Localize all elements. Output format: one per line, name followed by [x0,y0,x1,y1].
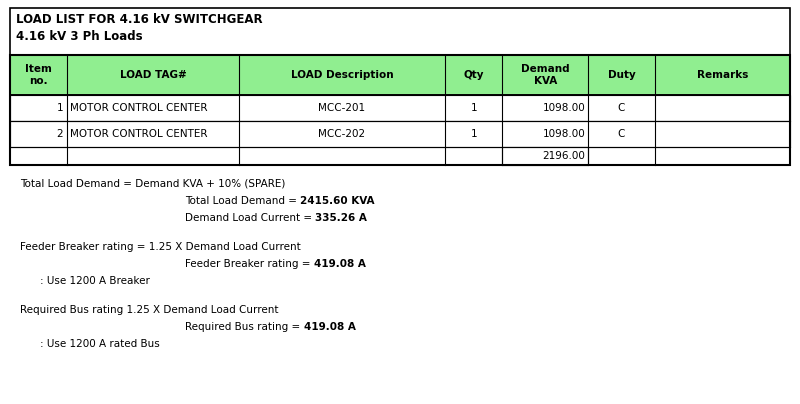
Bar [10,8,790,55]
Bar [10,55,790,95]
Text: Item
no.: Item no. [25,64,52,86]
Text: MCC-201: MCC-201 [318,103,366,113]
Text: Duty: Duty [607,70,635,80]
Text: 1: 1 [57,103,63,113]
Text: MCC-202: MCC-202 [318,129,366,139]
Text: 419.08 A: 419.08 A [314,259,366,269]
Text: 2196.00: 2196.00 [542,151,585,161]
Text: Remarks: Remarks [697,70,748,80]
Text: MOTOR CONTROL CENTER: MOTOR CONTROL CENTER [70,103,208,113]
Bar [502,147,588,165]
Text: 1: 1 [470,129,477,139]
Text: Required Bus rating =: Required Bus rating = [185,322,303,332]
Text: MOTOR CONTROL CENTER: MOTOR CONTROL CENTER [70,129,208,139]
Text: 1098.00: 1098.00 [542,129,585,139]
Text: 2: 2 [57,129,63,139]
Text: Required Bus rating 1.25 X Demand Load Current: Required Bus rating 1.25 X Demand Load C… [20,305,278,315]
Text: 1098.00: 1098.00 [542,103,585,113]
Text: C: C [618,129,625,139]
Text: Total Load Demand =: Total Load Demand = [185,196,300,206]
Text: LOAD Description: LOAD Description [290,70,394,80]
Bar [10,95,790,121]
Text: Feeder Breaker rating =: Feeder Breaker rating = [185,259,314,269]
Text: : Use 1200 A rated Bus: : Use 1200 A rated Bus [40,339,160,349]
Text: Total Load Demand = Demand KVA + 10% (SPARE): Total Load Demand = Demand KVA + 10% (SP… [20,179,286,189]
Text: LOAD LIST FOR 4.16 kV SWITCHGEAR: LOAD LIST FOR 4.16 kV SWITCHGEAR [16,13,262,26]
Text: 1: 1 [470,103,477,113]
Bar [10,55,790,165]
Text: Feeder Breaker rating = 1.25 X Demand Load Current: Feeder Breaker rating = 1.25 X Demand Lo… [20,242,301,252]
Text: 4.16 kV 3 Ph Loads: 4.16 kV 3 Ph Loads [16,30,142,43]
Text: Demand
KVA: Demand KVA [521,64,570,86]
Text: 335.26 A: 335.26 A [315,213,367,223]
Text: 2415.60 KVA: 2415.60 KVA [300,196,374,206]
Text: C: C [618,103,625,113]
Bar [10,121,790,147]
Text: : Use 1200 A Breaker: : Use 1200 A Breaker [40,276,150,286]
Text: Demand Load Current =: Demand Load Current = [185,213,315,223]
Text: LOAD TAG#: LOAD TAG# [120,70,186,80]
Text: Qty: Qty [463,70,484,80]
Text: 419.08 A: 419.08 A [303,322,355,332]
